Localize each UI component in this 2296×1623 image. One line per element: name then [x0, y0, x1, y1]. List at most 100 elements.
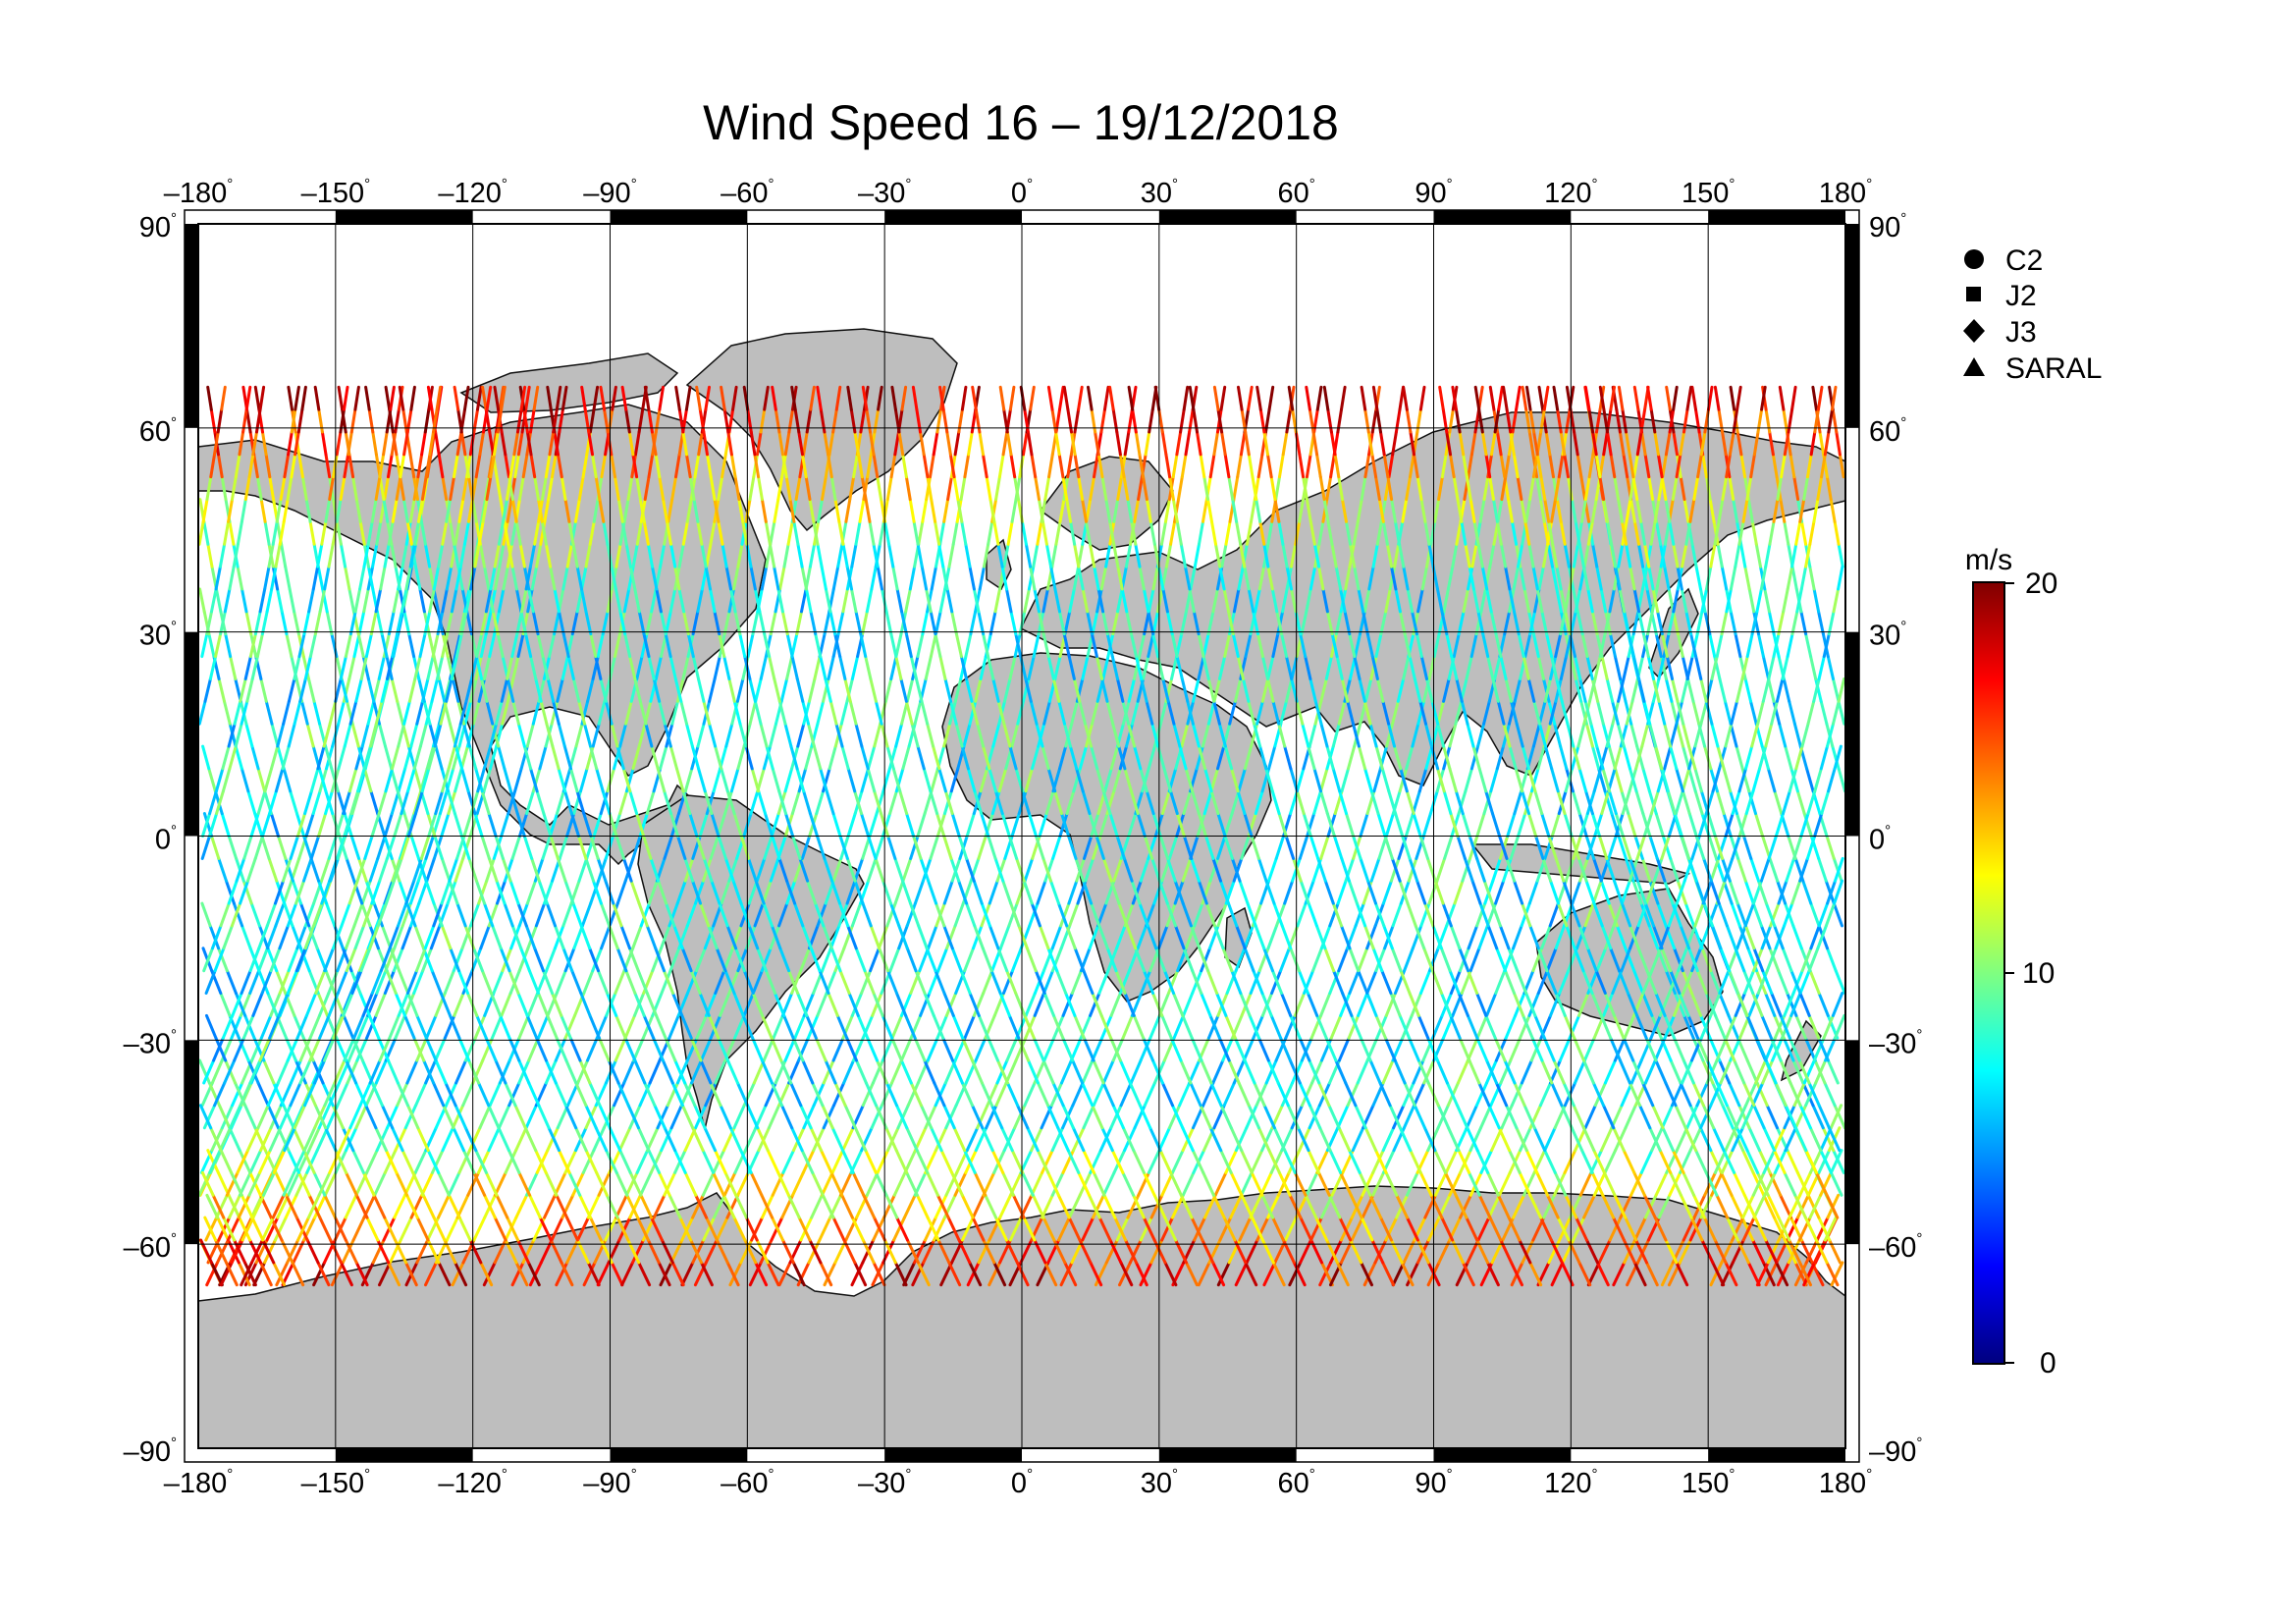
track-segment [1730, 1193, 1744, 1219]
track-segment [987, 519, 994, 546]
track-segment [579, 992, 592, 1017]
track-segment [1686, 677, 1695, 703]
track-segment [1042, 699, 1051, 726]
track-segment [965, 1126, 980, 1153]
africa [941, 652, 1272, 1002]
track-segment [561, 901, 573, 928]
track-segment [1796, 1193, 1810, 1219]
track-segment [1829, 498, 1837, 523]
track-segment [824, 1058, 837, 1085]
track-segment [685, 1036, 699, 1062]
track-segment [451, 1261, 465, 1287]
greenland [685, 328, 958, 532]
track-segment [1195, 744, 1204, 771]
track-segment [855, 1058, 868, 1085]
track-segment [276, 587, 284, 614]
track-segment [753, 901, 765, 928]
track-segment [393, 924, 404, 950]
track-segment [841, 587, 849, 614]
track-segment [960, 1193, 975, 1219]
track-segment [1743, 565, 1751, 591]
track-segment [887, 744, 898, 771]
track-segment [702, 856, 714, 883]
track-segment [440, 924, 453, 950]
track-segment [395, 1170, 409, 1197]
track-segment [284, 856, 294, 883]
track-segment [779, 1058, 793, 1085]
track-segment [791, 835, 802, 860]
track-segment [1036, 879, 1047, 905]
track-segment [324, 969, 337, 995]
track-segment [316, 1261, 331, 1287]
track-segment [365, 1013, 378, 1040]
track-segment [654, 453, 662, 479]
track-segment [767, 1104, 781, 1130]
track-segment [765, 744, 774, 771]
track-segment [1180, 610, 1188, 636]
track-segment [721, 453, 727, 479]
track-segment [568, 1036, 582, 1062]
track-segment [441, 475, 449, 502]
track-segment [1496, 430, 1503, 457]
track-segment [1596, 699, 1605, 726]
track-segment [398, 879, 409, 905]
track-segment [461, 1081, 475, 1108]
track-segment [312, 1261, 326, 1287]
track-segment [799, 947, 811, 973]
track-segment [526, 1261, 541, 1287]
track-segment [1729, 610, 1737, 636]
track-segment [842, 1058, 855, 1085]
track-segment [406, 744, 417, 771]
track-segment [472, 947, 484, 973]
track-segment [1536, 655, 1545, 680]
track-segment [1006, 519, 1014, 546]
track-segment [446, 879, 457, 905]
track-segment [758, 610, 767, 636]
track-segment [709, 1013, 722, 1040]
track-segment [1656, 901, 1668, 928]
track-segment [367, 565, 375, 591]
track-segment [1255, 699, 1264, 726]
track-segment [577, 835, 588, 860]
track-segment [736, 744, 746, 771]
track-segment [278, 969, 291, 995]
track-segment [324, 1126, 338, 1153]
track-segment [820, 1170, 834, 1197]
track-segment [771, 1216, 784, 1242]
track-segment [1089, 475, 1095, 502]
track-segment [588, 519, 596, 546]
track-segment [494, 565, 502, 591]
track-segment [860, 969, 873, 995]
track-segment [606, 992, 618, 1017]
track-segment [250, 744, 260, 771]
track-segment [582, 812, 593, 838]
track-segment [1123, 430, 1131, 457]
track-segment [745, 924, 757, 950]
track-segment [535, 1036, 548, 1062]
track-segment [861, 901, 873, 928]
track-segment [707, 924, 719, 950]
track-segment [1024, 992, 1037, 1017]
track-segment [570, 610, 579, 636]
track-segment [236, 565, 243, 591]
track-segment [612, 901, 623, 928]
track-segment [1124, 542, 1133, 568]
track-segment [1779, 498, 1787, 523]
track-segment [639, 1170, 653, 1197]
track-segment [1801, 879, 1813, 905]
track-segment [1720, 565, 1729, 591]
track-segment [582, 1261, 597, 1287]
track-segment [1823, 1081, 1837, 1108]
track-segment [510, 565, 518, 591]
track-segment [368, 856, 380, 883]
track-segment [914, 1126, 928, 1153]
track-segment [728, 1126, 743, 1153]
track-segment [584, 1149, 599, 1174]
track-segment [1118, 969, 1131, 995]
track-segment [262, 1058, 276, 1085]
track-segment [480, 969, 493, 995]
track-segment [453, 992, 465, 1017]
track-segment [214, 1036, 228, 1062]
track-segment [904, 1013, 917, 1040]
track-segment [835, 1013, 849, 1040]
